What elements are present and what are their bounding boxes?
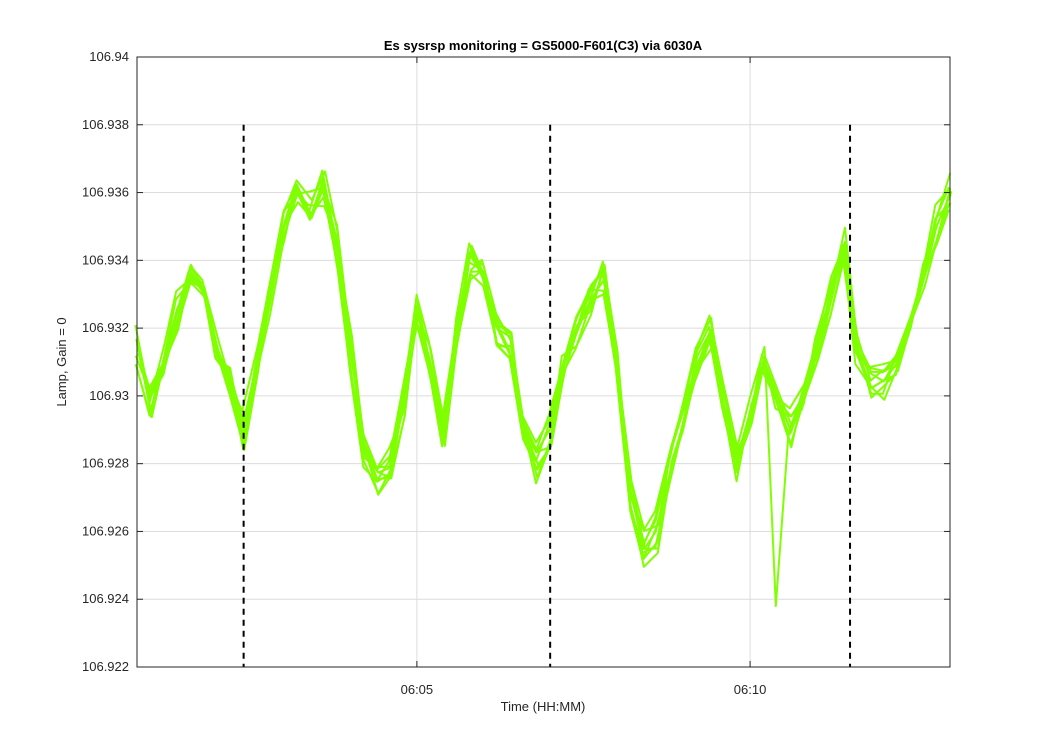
y-tick-label: 106.924: [82, 591, 129, 606]
vertical-markers: [242, 124, 852, 667]
plot-frame: [136, 56, 951, 668]
y-tick-label: 106.932: [82, 320, 129, 335]
x-axis-label: Time (HH:MM): [501, 699, 586, 714]
y-axis-label: Lamp, Gain = 0: [54, 317, 69, 406]
y-tick-label: 106.94: [89, 49, 129, 64]
y-tick-label: 106.938: [82, 117, 129, 132]
y-tick-label: 106.93: [89, 388, 129, 403]
series-line: [136, 185, 950, 544]
y-tick-label: 106.926: [82, 523, 129, 538]
x-axis: 06:05 06:10: [401, 57, 767, 697]
y-axis: 106.922 106.924 106.926 106.928 106.93 106.93…: [82, 49, 950, 674]
y-tick-label: 106.936: [82, 185, 129, 200]
series-group: [134, 169, 953, 607]
y-tick-label: 106.934: [82, 252, 129, 267]
x-tick-label: 06:10: [734, 682, 767, 697]
y-tick-label: 106.922: [82, 659, 129, 674]
x-tick-label: 06:05: [401, 682, 434, 697]
chart-title: Es sysrsp monitoring = GS5000-F601(C3) v…: [384, 38, 703, 53]
y-tick-label: 106.928: [82, 456, 129, 471]
